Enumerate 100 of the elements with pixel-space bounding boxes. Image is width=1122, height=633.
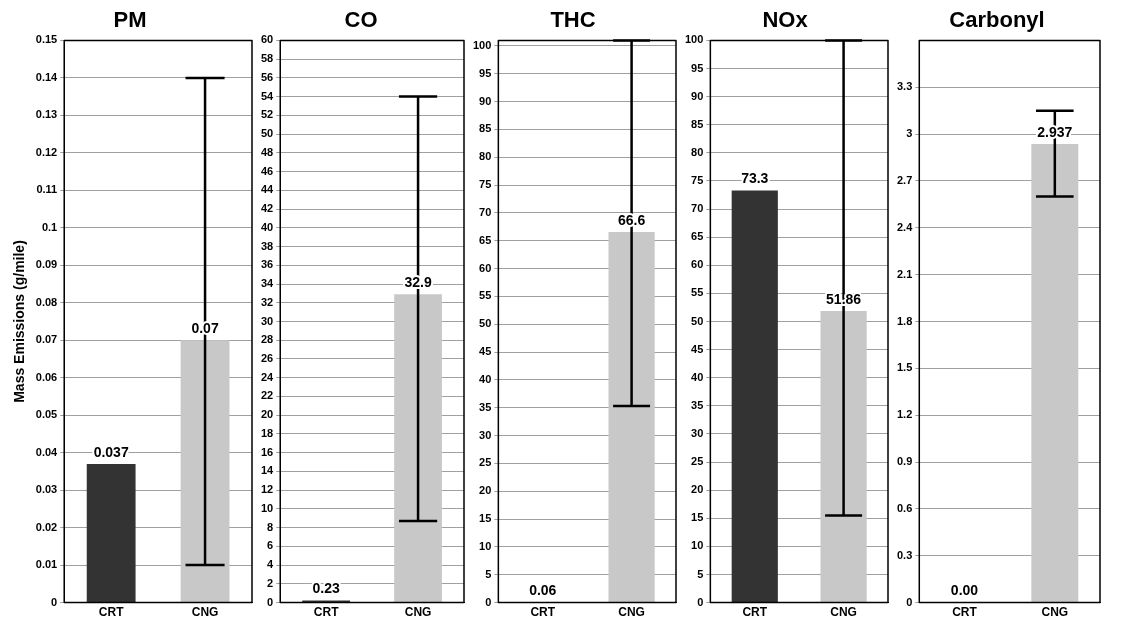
y-tick-label: 22 [260,389,274,402]
y-tick-label: 20 [260,408,274,421]
chart-title: CO [344,7,378,33]
y-tick-label: 34 [260,277,275,290]
y-tick-label: 0.13 [35,108,58,121]
chart-title: NOx [762,7,809,33]
data-label: 0.23 [312,580,341,597]
y-tick-label: 75 [479,178,492,191]
chart-title: THC [550,7,596,33]
y-tick-label: 0.09 [35,258,58,271]
y-tick-label: 6 [267,539,274,552]
y-tick-label: 100 [684,33,704,46]
y-tick-label: 4 [267,558,275,571]
x-tick-label: CRT [530,605,556,620]
y-tick-label: 25 [691,455,704,468]
y-tick-label: 48 [260,145,274,158]
y-tick-label: 80 [479,150,492,163]
x-tick-label: CNG [191,605,219,620]
y-tick-label: 52 [260,108,274,121]
y-tick-label: 15 [479,512,492,525]
y-tick-label: 0.07 [35,333,58,346]
y-tick-label: 0.11 [36,183,58,196]
y-tick-label: 0.3 [896,548,913,561]
y-tick-label: 2 [267,576,274,589]
y-tick-label: 54 [260,89,275,102]
y-tick-label: 40 [479,372,492,385]
y-tick-label: 5 [697,567,704,580]
y-tick-label: 0.08 [35,295,58,308]
data-label: 0.037 [93,443,129,460]
y-tick-label: 10 [691,539,704,552]
x-tick-label: CRT [742,605,768,620]
x-tick-label: CNG [830,605,857,620]
y-tick-label: 0.02 [35,520,58,533]
y-tick-label: 12 [260,483,274,496]
y-tick-label: 25 [479,456,492,469]
y-tick-label: 55 [479,289,492,302]
y-tick-label: 40 [691,370,704,383]
y-tick-label: 70 [691,202,704,215]
x-tick-label: CNG [404,605,432,620]
y-tick-label: 26 [260,352,274,365]
y-tick-label: 46 [260,164,274,177]
y-tick-label: 0.6 [896,501,913,514]
y-tick-label: 75 [691,173,704,186]
x-tick-label: CRT [313,605,340,620]
y-tick-label: 30 [260,314,274,327]
y-tick-label: 45 [691,342,704,355]
y-tick-label: 85 [479,122,492,135]
y-tick-label: 24 [260,370,275,383]
y-tick-label: 55 [691,286,704,299]
y-tick-label: 0.9 [896,455,913,468]
y-tick-label: 0.05 [35,408,58,421]
x-tick-label: CNG [618,605,645,620]
y-tick-label: 1.5 [896,361,913,374]
y-tick-label: 8 [267,520,274,533]
y-tick-label: 50 [260,127,274,140]
y-tick-label: 60 [691,258,704,271]
y-tick-label: 36 [260,258,274,271]
y-tick-label: 2.4 [896,220,914,233]
y-tick-label: 3.3 [896,80,913,93]
y-tick-label: 90 [691,89,704,102]
y-tick-label: 50 [691,314,704,327]
y-tick-label: 60 [479,261,492,274]
y-tick-label: 1.2 [896,408,913,421]
y-tick-label: 0.03 [35,483,58,496]
y-tick-label: 0 [485,595,492,608]
data-label: 0.00 [950,582,979,599]
y-tick-label: 0 [267,595,274,608]
y-tick-label: 45 [479,345,492,358]
y-tick-label: 70 [479,205,492,218]
y-tick-label: 40 [260,220,274,233]
y-tick-label: 18 [260,426,274,439]
x-tick-label: CRT [98,605,125,620]
data-label: 73.3 [741,170,769,187]
y-tick-label: 20 [479,484,492,497]
y-tick-label: 30 [479,428,492,441]
chart-title: Carbonyl [949,7,1045,33]
y-tick-label: 35 [479,400,492,413]
y-tick-label: 30 [691,426,704,439]
y-tick-label: 95 [691,61,704,74]
y-axis-title: Mass Emissions (g/mile) [11,240,28,403]
y-tick-label: 16 [260,445,274,458]
y-tick-label: 0.04 [35,445,59,458]
y-tick-label: 14 [260,464,275,477]
y-tick-label: 0.14 [35,70,59,83]
data-label: 0.06 [529,582,557,599]
y-tick-label: 20 [691,483,704,496]
y-tick-label: 95 [479,66,492,79]
y-tick-label: 65 [479,233,492,246]
y-tick-label: 3 [906,127,913,140]
y-tick-label: 60 [260,33,274,46]
y-tick-label: 1.8 [896,314,913,327]
y-tick-label: 100 [472,39,492,51]
y-tick-label: 50 [479,317,492,330]
y-tick-label: 0.12 [35,145,58,158]
y-tick-label: 42 [260,202,274,215]
y-tick-label: 28 [260,333,274,346]
y-tick-label: 10 [479,539,492,552]
y-tick-label: 32 [260,295,274,308]
y-tick-label: 0 [906,595,913,608]
y-tick-label: 80 [691,145,704,158]
